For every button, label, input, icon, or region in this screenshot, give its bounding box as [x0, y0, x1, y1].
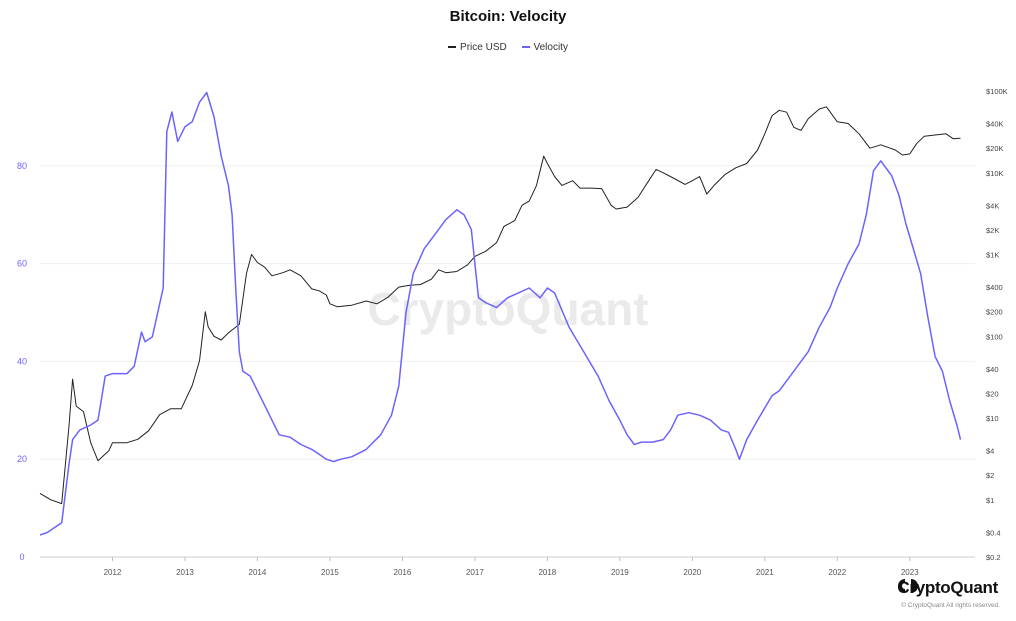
left-axis-tick-label: 80	[17, 161, 27, 171]
left-axis-tick-label: 40	[17, 356, 27, 366]
brand-name: CryptoQuant	[897, 578, 998, 597]
left-axis-tick-label: 20	[17, 454, 27, 464]
x-axis-tick-label: 2023	[901, 568, 919, 577]
brand-logo-block: CryptoQuant	[897, 578, 998, 598]
chart-title: Bitcoin: Velocity	[449, 8, 567, 25]
legend-swatch-price	[448, 46, 457, 48]
right-axis-tick-label: $2	[986, 471, 994, 480]
legend-label-velocity: Velocity	[533, 41, 568, 53]
x-axis-tick-label: 2017	[466, 568, 484, 577]
x-axis-tick-label: 2021	[756, 568, 774, 577]
right-axis-tick-label: $20	[986, 389, 999, 398]
right-axis-tick-label: $20K	[986, 144, 1004, 153]
left-axis-tick-label: 60	[17, 259, 27, 269]
velocity-line	[39, 91, 962, 536]
legend-item-velocity[interactable]: Velocity	[521, 41, 568, 53]
right-axis-tick-label: $2K	[986, 226, 999, 235]
right-axis-tick-label: $1K	[986, 251, 999, 260]
legend-swatch-velocity	[521, 46, 530, 48]
right-axis-tick-label: $4K	[986, 201, 999, 210]
x-axis-tick-label: 2018	[538, 568, 556, 577]
right-axis-tick-label: $200	[986, 308, 1003, 317]
price-usd-line	[39, 106, 961, 505]
legend-label-price: Price USD	[460, 41, 507, 53]
x-axis-tick-label: 2014	[249, 568, 267, 577]
copyright-text: © CryptoQuant All rights reserved.	[901, 602, 1000, 609]
right-axis-tick-label: $100K	[986, 87, 1008, 96]
x-axis-tick-label: 2022	[828, 568, 846, 577]
right-axis-tick-label: $40K	[986, 120, 1004, 129]
chart-legend: Price USD Velocity	[0, 40, 1016, 53]
x-axis-tick-label: 2016	[394, 568, 412, 577]
right-axis-tick-label: $10	[986, 414, 999, 423]
right-axis-tick-label: $0.4	[986, 528, 1001, 537]
x-axis-tick-label: 2019	[611, 568, 629, 577]
x-axis-tick-label: 2013	[176, 568, 194, 577]
right-axis-tick-label: $1	[986, 496, 994, 505]
right-axis-tick-label: $100	[986, 332, 1003, 341]
cryptoquant-logo-icon	[898, 579, 919, 593]
x-axis-tick-label: 2012	[104, 568, 122, 577]
right-axis-tick-label: $400	[986, 283, 1003, 292]
x-axis-tick-label: 2015	[321, 568, 339, 577]
right-axis-tick-label: $10K	[986, 169, 1004, 178]
right-axis-tick-label: $0.2	[986, 553, 1001, 562]
right-axis-tick-label: $4	[986, 447, 994, 456]
watermark-text: CryptoQuant	[367, 283, 648, 335]
x-axis-tick-label: 2020	[683, 568, 701, 577]
right-axis-tick-label: $40	[986, 365, 999, 374]
legend-item-price[interactable]: Price USD	[448, 42, 507, 53]
left-axis-tick-label: 0	[19, 552, 24, 562]
